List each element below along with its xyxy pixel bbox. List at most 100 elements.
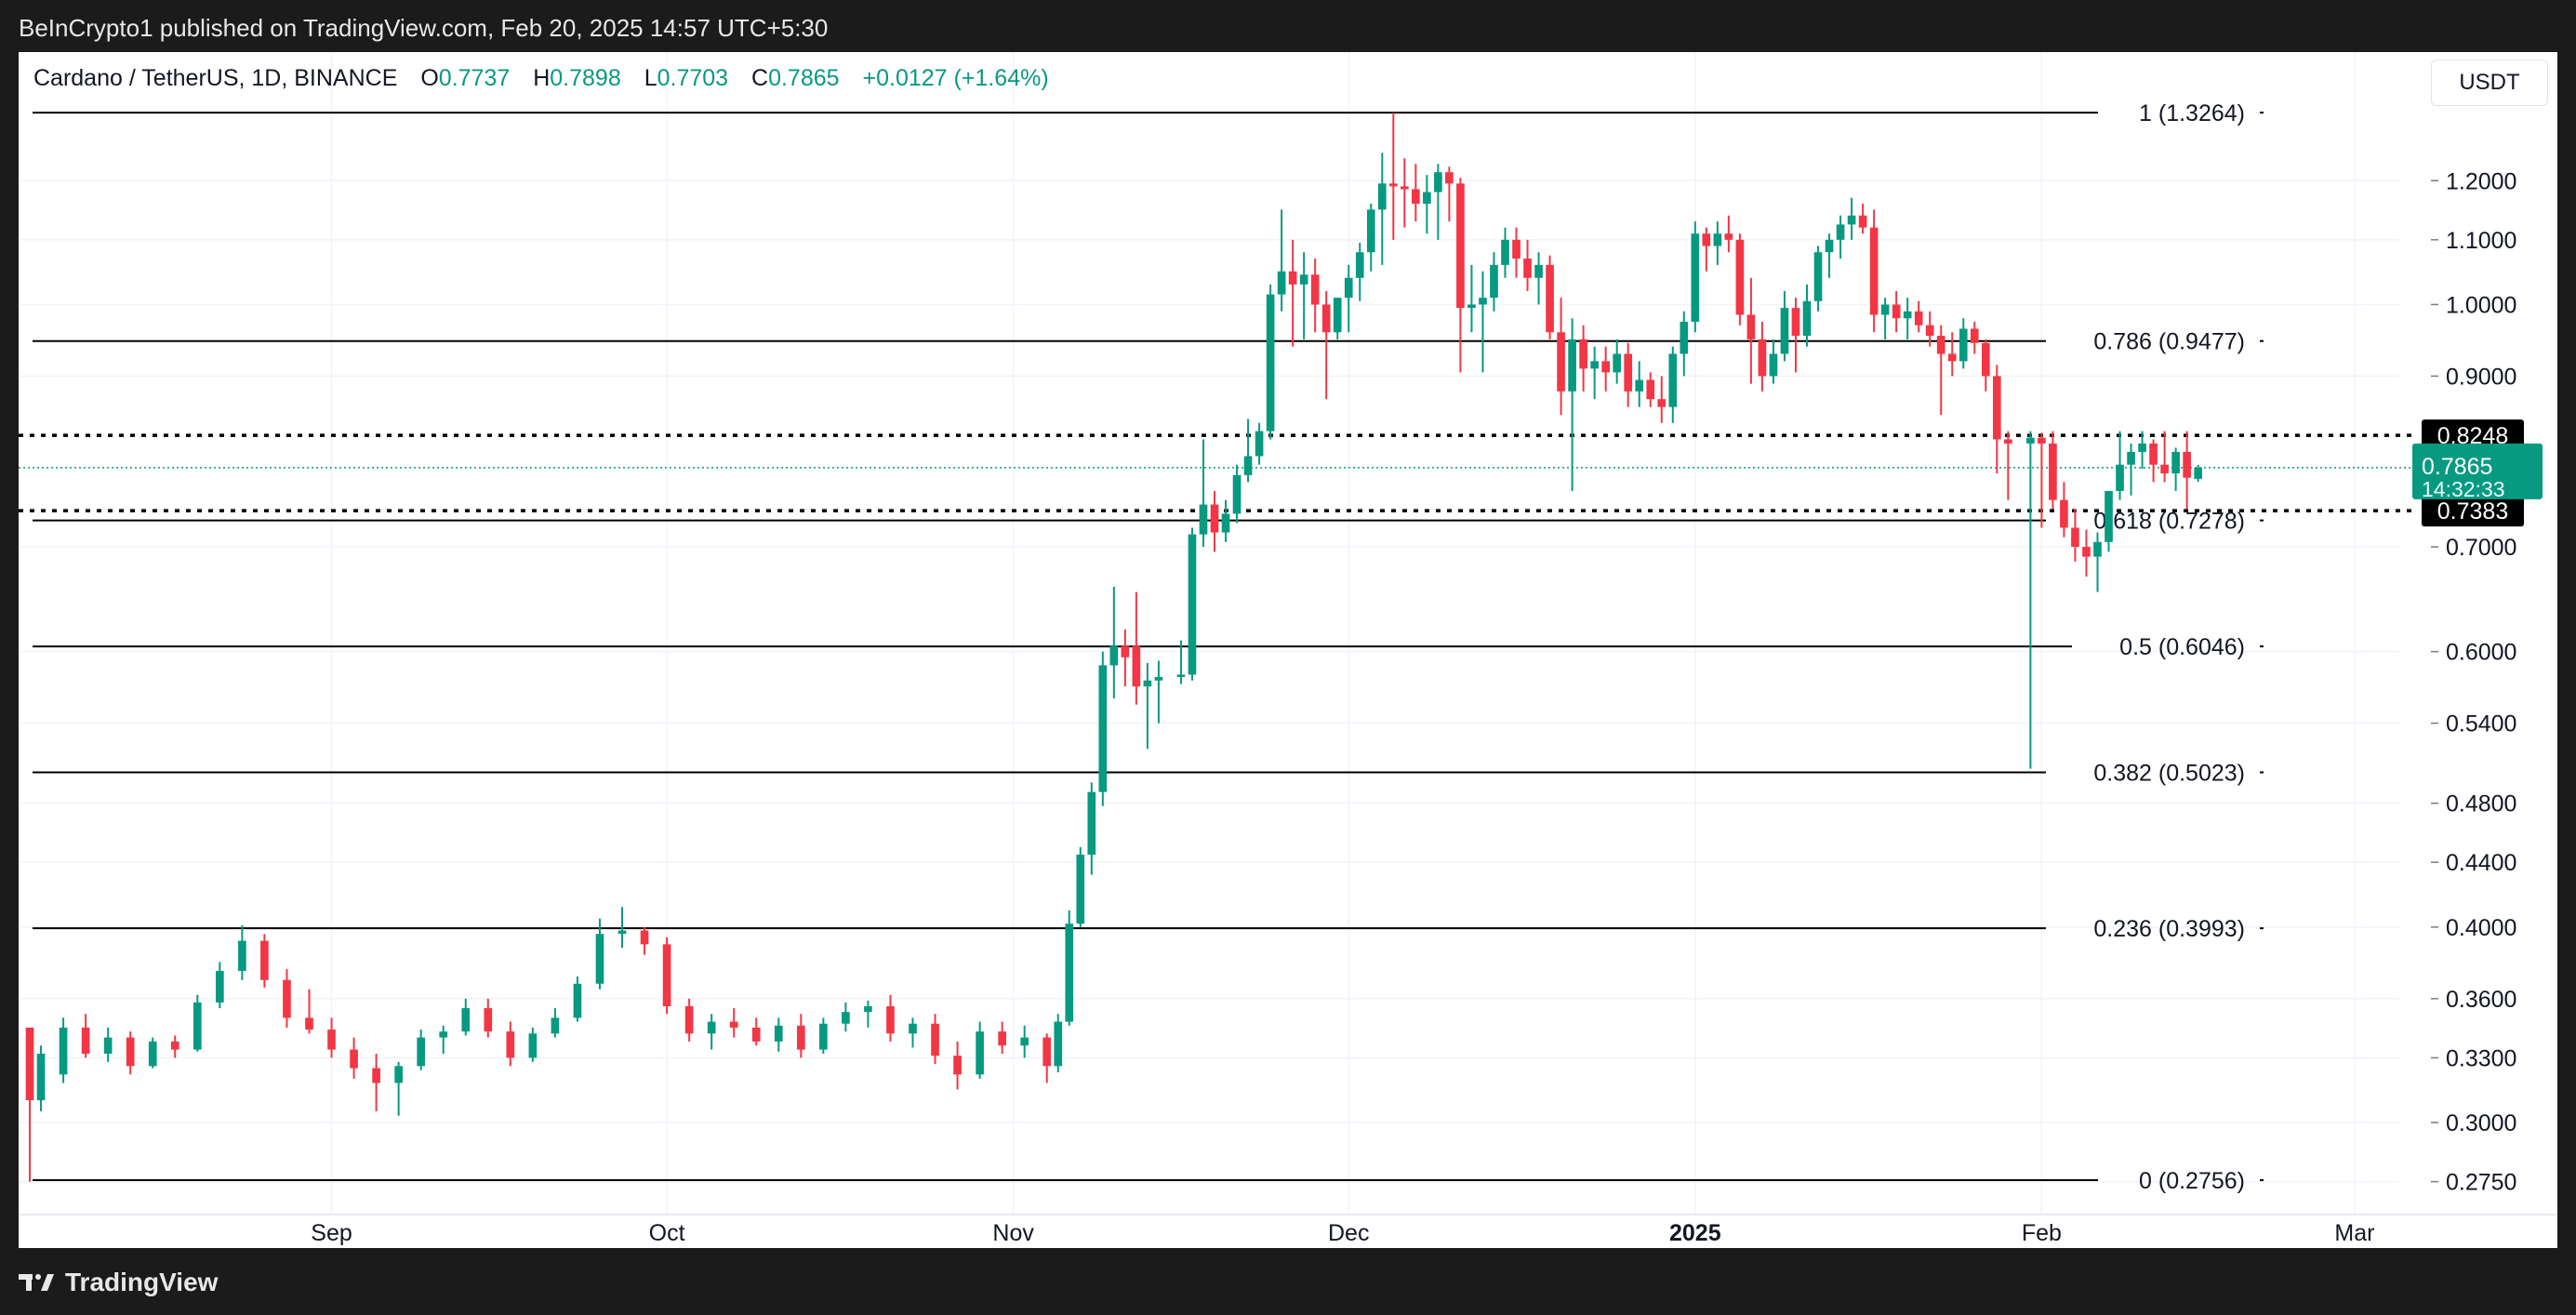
candle-body bbox=[506, 1031, 515, 1058]
candle bbox=[394, 1061, 403, 1116]
candle-body bbox=[1735, 239, 1745, 315]
fib-label: 1 (1.3264) bbox=[2139, 100, 2245, 126]
candle bbox=[1624, 342, 1633, 407]
candle-body bbox=[1802, 300, 1812, 337]
candle-body bbox=[1065, 923, 1074, 1022]
candle bbox=[2071, 509, 2079, 562]
candle-body bbox=[1691, 233, 1700, 322]
candle bbox=[36, 1045, 46, 1111]
candle-body bbox=[238, 940, 246, 972]
candle bbox=[819, 1017, 828, 1055]
candle-body bbox=[819, 1023, 828, 1050]
tradingview-logo-icon bbox=[19, 1273, 54, 1291]
candle bbox=[1613, 339, 1622, 384]
candle-body bbox=[729, 1021, 738, 1028]
candle bbox=[1914, 300, 1923, 333]
candle bbox=[1825, 233, 1834, 278]
candle bbox=[662, 936, 671, 1015]
fib-label: 0.382 (0.5023) bbox=[2093, 761, 2245, 787]
candle-body bbox=[1970, 328, 1979, 343]
candle-body bbox=[1981, 342, 1990, 377]
candle bbox=[573, 976, 582, 1022]
candle bbox=[953, 1041, 962, 1090]
tradingview-logo[interactable]: TradingView bbox=[19, 1268, 218, 1297]
legend-high: 0.7898 bbox=[550, 65, 621, 91]
candle bbox=[1959, 318, 1968, 369]
candle-body bbox=[372, 1068, 380, 1083]
candle-body bbox=[1657, 399, 1666, 407]
candle-body bbox=[1321, 304, 1331, 333]
candle bbox=[1388, 113, 1398, 240]
candle bbox=[1568, 318, 1576, 491]
fib-label: 0.5 (0.6046) bbox=[2119, 634, 2245, 660]
y-tick-label: 0.9000 bbox=[2446, 364, 2516, 390]
candle-body bbox=[1255, 431, 1264, 457]
candle bbox=[998, 1021, 1006, 1055]
candle bbox=[1266, 284, 1275, 440]
legend-open: 0.7737 bbox=[438, 65, 511, 91]
candle-body bbox=[1780, 308, 1789, 354]
y-tick-label: 1.2000 bbox=[2446, 168, 2516, 194]
candle-body bbox=[1769, 353, 1778, 377]
candle bbox=[1925, 311, 1934, 347]
candle bbox=[707, 1014, 716, 1050]
countdown-label: 14:32:33 bbox=[2422, 477, 2505, 501]
candle bbox=[1221, 499, 1230, 542]
candle-body bbox=[1355, 252, 1364, 278]
candle-body bbox=[1847, 215, 1856, 225]
candle-body bbox=[2004, 439, 2012, 444]
candle-body bbox=[1880, 304, 1890, 315]
candle-body bbox=[1925, 325, 1934, 337]
candle bbox=[1310, 259, 1320, 333]
candle bbox=[1277, 209, 1286, 312]
candle-body bbox=[1534, 264, 1543, 278]
candle bbox=[1412, 164, 1420, 222]
legend-change: +0.0127 (+1.64%) bbox=[862, 65, 1049, 91]
candle-body bbox=[484, 1008, 493, 1032]
candle bbox=[59, 1017, 68, 1083]
candle-body bbox=[36, 1054, 46, 1101]
candle bbox=[506, 1021, 515, 1067]
price-chart[interactable]: 1 (1.3264) 0.786 (0.9477) 0.618 (0.7278) 0.… bbox=[19, 52, 2557, 1248]
candle bbox=[1646, 372, 1655, 407]
currency-button[interactable]: USDT bbox=[2431, 60, 2548, 106]
candle bbox=[1020, 1025, 1029, 1058]
candle-body bbox=[1401, 186, 1409, 190]
candle-body bbox=[1143, 680, 1152, 687]
candle bbox=[170, 1035, 179, 1058]
candle bbox=[1243, 418, 1253, 483]
candle bbox=[305, 989, 313, 1034]
candle bbox=[796, 1014, 805, 1058]
candle bbox=[1456, 178, 1465, 373]
legend-symbol: Cardano / TetherUS, 1D, BINANCE bbox=[33, 65, 398, 91]
candle-body bbox=[417, 1037, 426, 1067]
candle bbox=[1813, 246, 1823, 312]
candle bbox=[1702, 227, 1711, 272]
candle bbox=[1065, 910, 1074, 1026]
candle bbox=[1355, 243, 1364, 301]
last-price-badge bbox=[2412, 443, 2543, 499]
candle bbox=[1947, 332, 1957, 377]
fib-label: 0.236 (0.3993) bbox=[2093, 916, 2245, 942]
candle-body bbox=[81, 1027, 90, 1055]
candle bbox=[595, 918, 604, 990]
y-tick-label: 0.5400 bbox=[2446, 711, 2516, 737]
candle-body bbox=[1579, 339, 1587, 369]
candle-body bbox=[2183, 451, 2191, 478]
chart-panel[interactable]: 1 (1.3264) 0.786 (0.9477) 0.618 (0.7278) 0.… bbox=[19, 52, 2557, 1248]
candle bbox=[1657, 376, 1666, 423]
candle bbox=[2160, 431, 2169, 483]
candle-body bbox=[1467, 304, 1476, 309]
y-tick-label: 1.1000 bbox=[2446, 228, 2516, 254]
candle bbox=[1490, 252, 1498, 312]
y-tick-label: 0.3300 bbox=[2446, 1045, 2516, 1071]
candle-body bbox=[1836, 224, 1845, 240]
candle bbox=[1299, 252, 1308, 339]
tradingview-brand: TradingView bbox=[65, 1267, 219, 1296]
candle bbox=[1836, 215, 1845, 259]
candle bbox=[1467, 264, 1476, 333]
candle-body bbox=[1512, 239, 1520, 259]
candle bbox=[2049, 431, 2057, 510]
legend-close: 0.7865 bbox=[768, 65, 840, 91]
fib-label: 0.786 (0.9477) bbox=[2093, 329, 2245, 355]
